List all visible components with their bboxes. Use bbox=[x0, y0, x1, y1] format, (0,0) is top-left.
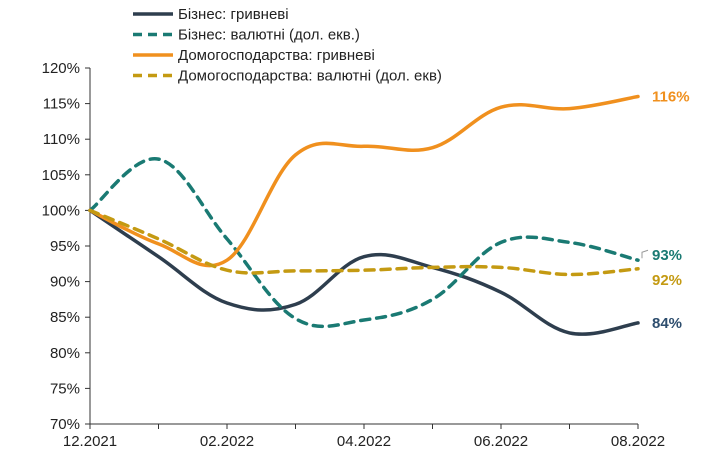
end-value-label-0: 84% bbox=[652, 315, 682, 332]
y-tick-label: 95% bbox=[50, 238, 80, 255]
end-label-leader bbox=[641, 249, 649, 259]
legend-label-1: Бізнес: валютні (дол. екв.) bbox=[178, 27, 360, 44]
y-tick-label: 100% bbox=[42, 202, 80, 219]
legend-item: Домогосподарства: валютні (дол. екв) bbox=[133, 68, 442, 85]
legend-label-3: Домогосподарства: валютні (дол. екв) bbox=[178, 68, 442, 85]
legend-label-2: Домогосподарства: гривневі bbox=[178, 47, 375, 64]
end-value-label-2: 116% bbox=[652, 88, 690, 105]
y-tick-label: 80% bbox=[50, 345, 80, 362]
y-tick-label: 105% bbox=[42, 167, 80, 184]
x-tick-label: 06.2022 bbox=[474, 433, 528, 450]
y-axis: 70% 75% 80% 85% 90% 95% 100% 105% 110% 115% 120% bbox=[42, 60, 91, 433]
end-value-label-3: 92% bbox=[652, 272, 682, 289]
legend-label-0: Бізнес: гривневі bbox=[178, 6, 289, 23]
series-lines bbox=[88, 94, 640, 336]
series-line-2 bbox=[88, 94, 640, 268]
x-tick-label: 12.2021 bbox=[63, 433, 117, 450]
end-labels: 84% 93% 116% 92% bbox=[641, 88, 690, 332]
y-tick-label: 85% bbox=[50, 309, 80, 326]
legend-item: Бізнес: гривневі bbox=[133, 6, 289, 23]
end-value-label-1: 93% bbox=[652, 247, 682, 264]
y-tick-label: 110% bbox=[43, 131, 80, 148]
legend-item: Домогосподарства: гривневі bbox=[133, 47, 375, 64]
y-tick-label: 70% bbox=[50, 416, 80, 433]
x-axis: 12.2021 02.2022 04.2022 06.2022 08.2022 bbox=[63, 423, 665, 450]
x-tick-label: 02.2022 bbox=[200, 433, 254, 450]
y-tick-label: 90% bbox=[50, 274, 80, 291]
y-tick-label: 115% bbox=[43, 96, 80, 113]
legend-item: Бізнес: валютні (дол. екв.) bbox=[133, 27, 360, 44]
legend: Бізнес: гривневі Бізнес: валютні (дол. ек… bbox=[133, 6, 442, 85]
y-tick-label: 75% bbox=[50, 380, 80, 397]
series-line-0 bbox=[88, 208, 640, 336]
series-line-3 bbox=[88, 208, 640, 277]
y-tick-label: 120% bbox=[42, 60, 80, 77]
series-line-1 bbox=[88, 157, 640, 329]
x-tick-label: 04.2022 bbox=[337, 433, 391, 450]
x-tick-label: 08.2022 bbox=[611, 433, 665, 450]
